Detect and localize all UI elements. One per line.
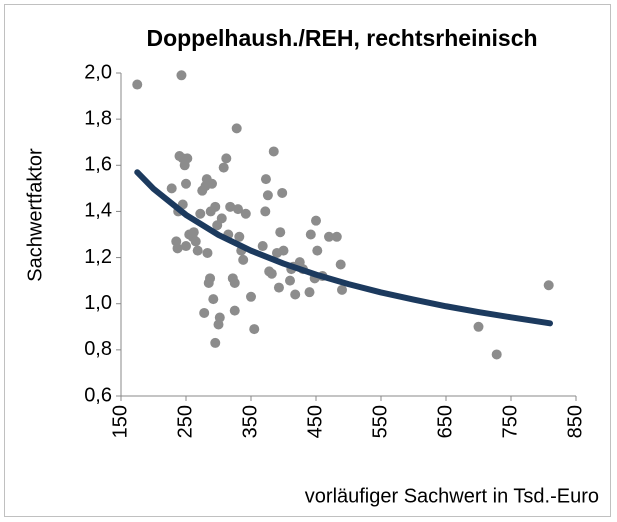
y-tick-label: 1,6 bbox=[84, 154, 112, 176]
x-tick-label: 550 bbox=[369, 405, 391, 438]
y-tick-label: 2,0 bbox=[84, 61, 112, 83]
data-point bbox=[473, 321, 484, 332]
y-axis-label: Sachwertfaktor bbox=[24, 148, 46, 282]
data-point bbox=[229, 277, 240, 288]
x-tick-label: 750 bbox=[499, 405, 521, 438]
x-tick-label: 450 bbox=[304, 405, 326, 438]
data-point bbox=[260, 206, 271, 217]
y-tick-label: 1,2 bbox=[84, 246, 112, 268]
data-point bbox=[192, 245, 203, 256]
data-point bbox=[181, 241, 191, 252]
data-point bbox=[260, 174, 271, 185]
data-point bbox=[205, 273, 216, 284]
y-tick-label: 1,4 bbox=[84, 200, 112, 222]
data-point bbox=[182, 153, 193, 164]
data-point bbox=[225, 201, 236, 212]
trend-line bbox=[134, 169, 553, 327]
data-point bbox=[266, 268, 277, 279]
data-point bbox=[210, 337, 221, 348]
data-point bbox=[207, 178, 217, 189]
data-point bbox=[543, 280, 554, 291]
chart-frame bbox=[4, 4, 611, 517]
y-tick-label: 1,0 bbox=[84, 292, 112, 314]
data-point bbox=[240, 208, 251, 219]
x-tick-label: 250 bbox=[174, 405, 196, 438]
data-point bbox=[290, 289, 301, 300]
y-tick-label: 1,8 bbox=[84, 107, 112, 129]
data-point bbox=[208, 294, 219, 305]
x-tick-label: 850 bbox=[564, 405, 586, 438]
data-point bbox=[335, 259, 346, 270]
x-tick-label: 650 bbox=[434, 405, 456, 438]
data-point bbox=[199, 307, 210, 318]
data-point bbox=[491, 349, 502, 360]
data-point bbox=[277, 187, 288, 198]
data-point bbox=[233, 204, 243, 215]
data-point bbox=[311, 215, 321, 226]
x-tick-label: 350 bbox=[239, 405, 261, 438]
x-tick-label: 150 bbox=[109, 405, 131, 438]
data-point bbox=[275, 227, 286, 238]
chart-title: Doppelhaush./REH, rechtsrheinisch bbox=[146, 25, 537, 51]
data-point bbox=[324, 231, 334, 242]
data-point bbox=[331, 231, 342, 242]
data-point bbox=[246, 291, 256, 302]
data-point bbox=[312, 245, 323, 256]
data-point bbox=[238, 254, 249, 265]
data-point bbox=[337, 284, 347, 295]
data-point bbox=[202, 247, 213, 258]
data-point bbox=[231, 123, 242, 134]
data-point bbox=[218, 162, 229, 173]
data-point bbox=[172, 243, 183, 254]
data-point bbox=[305, 229, 316, 240]
data-point bbox=[273, 282, 284, 293]
data-point bbox=[214, 312, 225, 323]
data-point bbox=[188, 227, 199, 238]
data-point bbox=[210, 201, 221, 212]
data-point bbox=[304, 287, 315, 298]
y-tick-label: 0,8 bbox=[84, 338, 112, 360]
data-point bbox=[229, 305, 240, 316]
data-point bbox=[234, 231, 245, 242]
data-point bbox=[216, 213, 227, 224]
x-axis-label: vorläufiger Sachwert in Tsd.-Euro bbox=[305, 485, 599, 507]
data-point bbox=[195, 208, 206, 219]
data-point bbox=[132, 79, 143, 90]
y-tick-label: 0,6 bbox=[84, 384, 112, 406]
data-point bbox=[278, 245, 289, 256]
data-point bbox=[257, 241, 268, 252]
data-point bbox=[249, 324, 260, 335]
data-point bbox=[262, 190, 273, 201]
data-point bbox=[181, 178, 191, 189]
data-point bbox=[285, 275, 295, 286]
data-point bbox=[176, 70, 187, 81]
data-point bbox=[190, 236, 201, 247]
data-point bbox=[166, 183, 177, 194]
data-point bbox=[268, 146, 279, 157]
data-point bbox=[221, 153, 232, 164]
